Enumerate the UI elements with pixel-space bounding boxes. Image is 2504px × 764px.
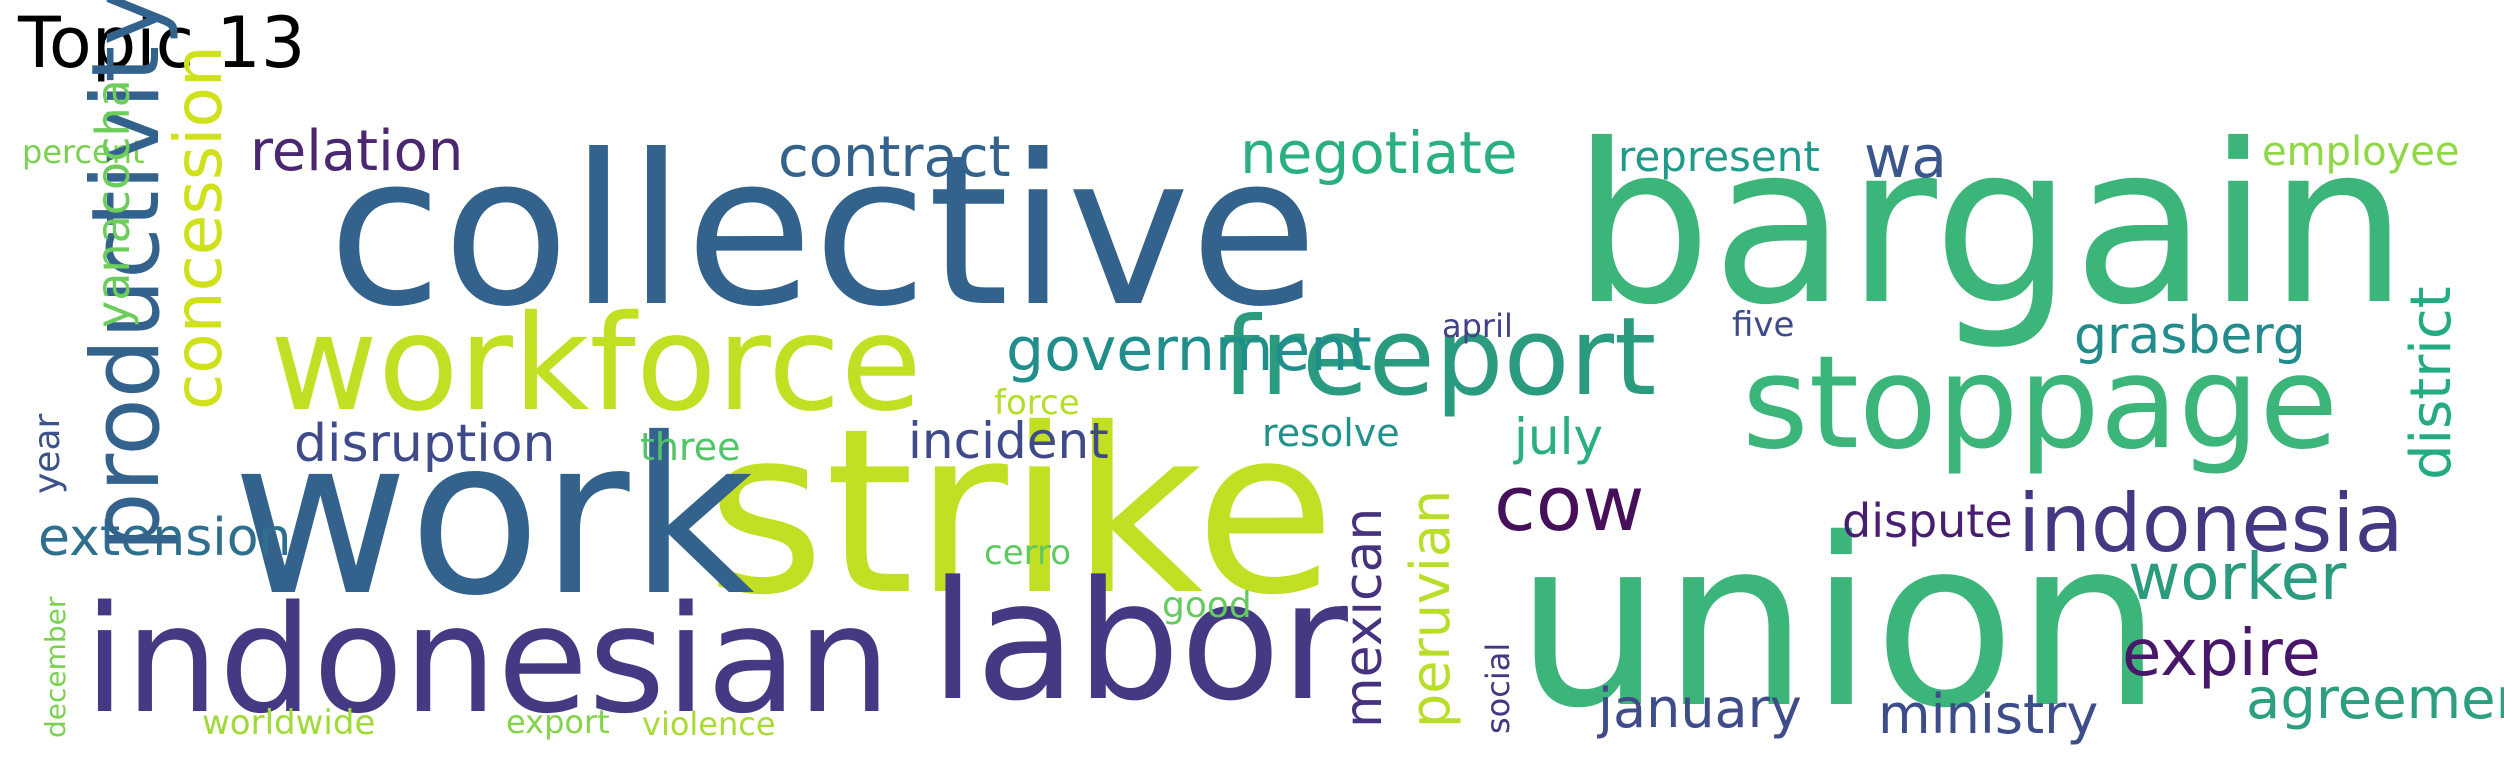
word-union: union <box>1515 489 2163 759</box>
word-ministry: worker <box>2128 541 2347 615</box>
word-freeport: freeport <box>1222 295 1657 420</box>
word-indonesian: indonesian <box>84 574 891 746</box>
word-mexican: worldwide <box>202 703 376 743</box>
word-labor: labor <box>930 546 1348 737</box>
word-represent: relation <box>250 119 464 184</box>
word-agreement: expire <box>2122 617 2321 691</box>
word-force: july <box>1514 408 1604 466</box>
word-concession: april <box>1442 307 1513 345</box>
word-cerro: extension <box>38 508 292 568</box>
word-april: resolve <box>1262 411 1400 455</box>
word-january: agreement <box>2246 667 2504 732</box>
word-bargain: bargain <box>1572 97 2409 353</box>
word-violence: three <box>640 425 741 469</box>
word-worker: cow <box>1494 459 1645 548</box>
word-december: good <box>1162 585 1252 626</box>
word-three: incident <box>908 412 1109 470</box>
word-employee: contract <box>778 125 1011 190</box>
word-extension: disruption <box>294 414 556 474</box>
word-stoppage: stoppage <box>1742 329 2339 478</box>
word-five: dispute <box>1842 494 2013 548</box>
word-social: export <box>506 703 610 741</box>
word-export: percent <box>22 133 145 171</box>
word-wa: mexican <box>1334 507 1394 728</box>
word-percent: year <box>27 413 68 494</box>
word-july: government <box>1006 315 1372 385</box>
word-peruvian: social <box>1479 642 1517 734</box>
word-productivity: force <box>994 383 1080 423</box>
word-worldwide: december <box>39 596 72 738</box>
word-workforce: workforce <box>270 287 922 441</box>
word-indonesia: indonesia <box>2018 477 2404 570</box>
word-negotiate: peruvian <box>1399 489 1462 728</box>
word-strike: strike <box>706 379 1336 645</box>
word-disruption: represent <box>1618 132 1820 181</box>
page-title: Topic 13 <box>18 2 306 84</box>
word-government: negotiate <box>1240 119 1518 187</box>
word-resolve: grasberg <box>2074 306 2306 366</box>
word-collective: collective <box>328 111 1318 353</box>
word-year: cerro <box>984 533 1072 573</box>
word-grasberg: wa <box>1864 123 1947 191</box>
word-good: yanacocha <box>86 79 140 328</box>
word-contract: january <box>1598 677 1802 740</box>
word-yanacocha: five <box>1732 305 1795 345</box>
word-expire: concession <box>160 45 237 410</box>
word-relation: ministry <box>1878 683 2099 746</box>
word-district: violence <box>642 705 776 743</box>
word-dispute: district <box>2399 286 2464 480</box>
word-work: work <box>232 392 755 643</box>
word-incident: employee <box>2262 129 2460 175</box>
